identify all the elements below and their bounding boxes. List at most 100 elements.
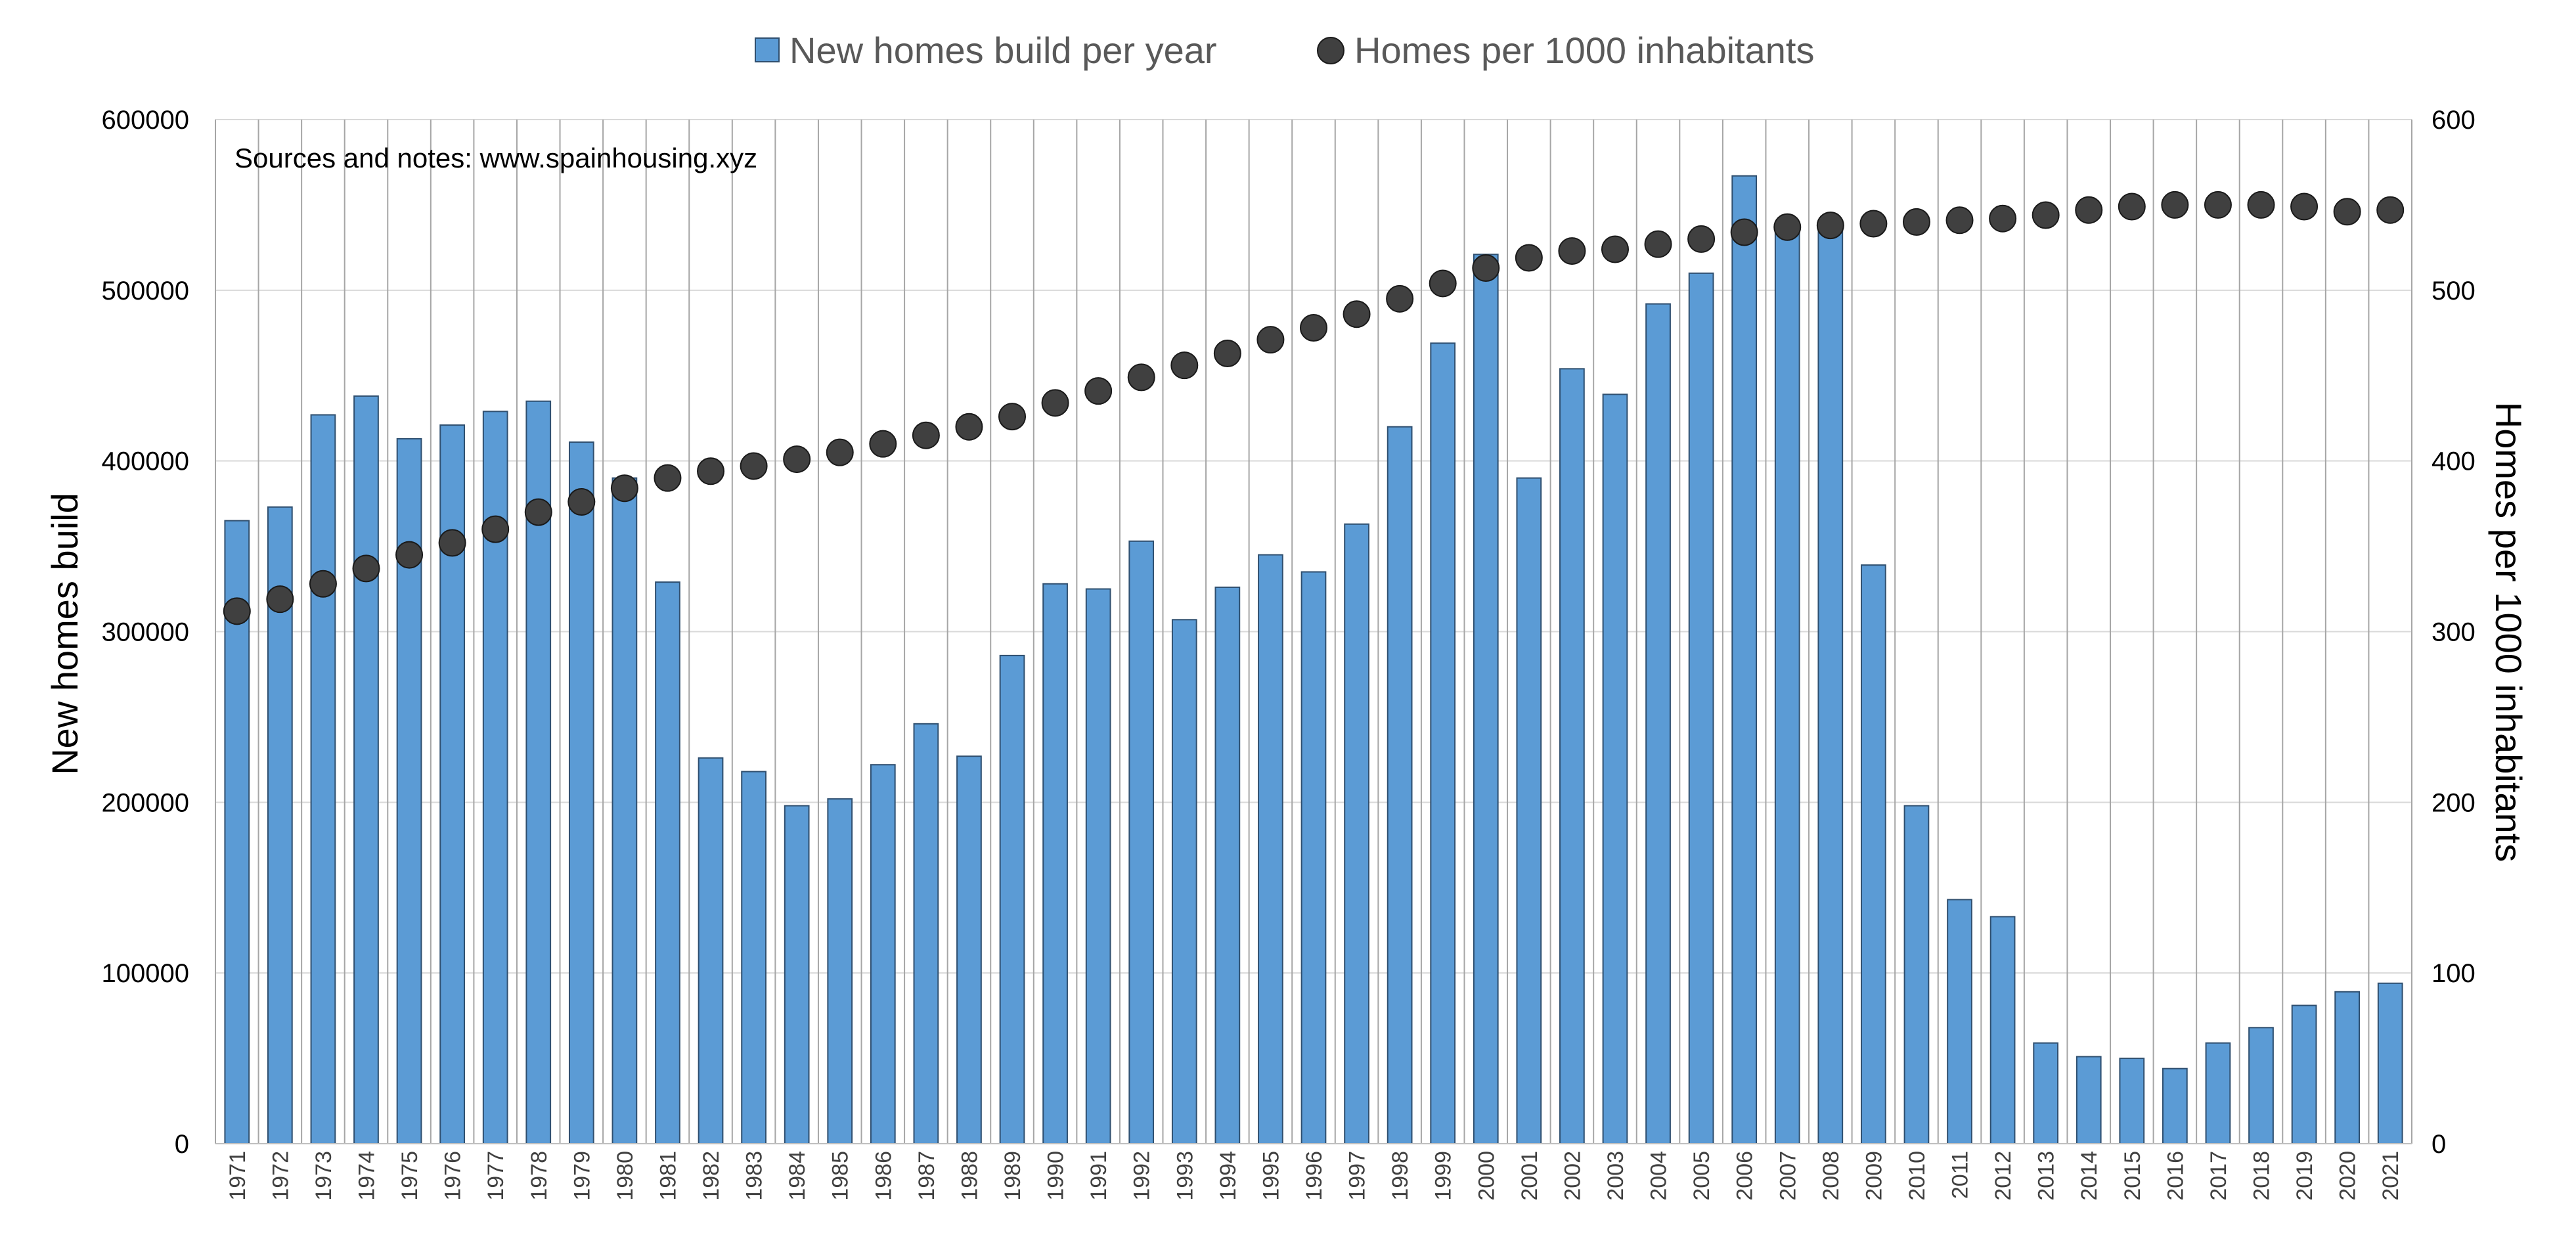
x-tick-label: 2001 xyxy=(1517,1151,1542,1201)
x-tick-label: 1994 xyxy=(1216,1151,1241,1201)
x-tick-label: 1972 xyxy=(268,1151,293,1201)
bar xyxy=(1344,523,1369,1144)
bar xyxy=(1300,571,1327,1144)
point xyxy=(1084,377,1113,405)
right-tick-label: 200 xyxy=(2432,788,2476,817)
bar xyxy=(2334,991,2361,1144)
x-tick-label: 2020 xyxy=(2336,1151,2361,1201)
x-tick-label: 1979 xyxy=(569,1151,594,1201)
dot-series xyxy=(223,191,2405,625)
bar xyxy=(827,798,853,1145)
bar xyxy=(267,506,293,1144)
point xyxy=(2075,196,2103,224)
bar xyxy=(2076,1056,2102,1144)
bar xyxy=(611,477,638,1144)
bar xyxy=(956,755,982,1144)
bar xyxy=(1258,554,1283,1144)
point xyxy=(1601,235,1629,263)
x-tick-label: 1983 xyxy=(742,1151,767,1201)
x-tick-label: 1984 xyxy=(785,1151,810,1201)
left-tick-label: 200000 xyxy=(102,788,189,817)
point xyxy=(1773,213,1802,241)
point xyxy=(2247,191,2275,219)
x-tick-label: 1987 xyxy=(914,1151,939,1201)
bar xyxy=(698,757,724,1144)
x-tick-label: 2002 xyxy=(1560,1151,1585,1201)
x-tick-label: 2019 xyxy=(2292,1151,2317,1201)
bar xyxy=(2248,1027,2274,1145)
bar xyxy=(741,771,766,1144)
point xyxy=(998,403,1027,431)
right-axis-ticks: 0 100 200 300 400 500 600 xyxy=(2432,106,2476,1159)
bar xyxy=(568,441,594,1145)
legend-swatch-bar xyxy=(755,37,780,62)
bar xyxy=(1042,583,1068,1144)
point xyxy=(955,413,983,441)
x-tick-label: 2005 xyxy=(1689,1151,1714,1201)
x-tick-label: 1993 xyxy=(1172,1151,1197,1201)
left-tick-label: 600000 xyxy=(102,106,189,135)
x-tick-label: 1989 xyxy=(1000,1151,1025,1201)
bar xyxy=(353,395,379,1144)
x-tick-label: 2016 xyxy=(2163,1151,2188,1201)
point xyxy=(395,541,424,569)
left-tick-label: 400000 xyxy=(102,447,189,476)
bar xyxy=(1387,426,1413,1145)
right-tick-label: 0 xyxy=(2432,1130,2446,1159)
point xyxy=(352,554,380,583)
x-tick-label: 1997 xyxy=(1345,1151,1370,1201)
left-tick-label: 0 xyxy=(175,1130,189,1159)
point xyxy=(1989,204,2017,233)
x-tick-label: 2015 xyxy=(2120,1151,2145,1201)
bar xyxy=(2205,1042,2231,1145)
x-tick-label: 1982 xyxy=(699,1151,724,1201)
bar xyxy=(1731,175,1758,1144)
x-tick-label: 1985 xyxy=(828,1151,853,1201)
bar xyxy=(1774,229,1800,1144)
x-tick-label: 2012 xyxy=(1991,1151,2016,1201)
right-tick-label: 100 xyxy=(2432,959,2476,988)
bar xyxy=(999,654,1025,1144)
left-axis-ticks: 0 100000 200000 300000 400000 500000 600000 xyxy=(102,106,189,1159)
right-tick-label: 300 xyxy=(2432,618,2476,647)
x-tick-label: 2009 xyxy=(1861,1151,1886,1201)
bar xyxy=(870,764,896,1145)
right-tick-label: 400 xyxy=(2432,447,2476,476)
right-axis-title: Homes per 1000 inhabitants xyxy=(2488,402,2529,862)
bar xyxy=(310,414,336,1144)
point xyxy=(654,464,682,492)
point xyxy=(1300,313,1327,342)
bar xyxy=(1214,586,1241,1144)
bar-series xyxy=(224,175,2403,1145)
bar xyxy=(1559,368,1585,1144)
left-tick-label: 500000 xyxy=(102,277,189,305)
bar xyxy=(913,723,939,1145)
x-tick-label: 2010 xyxy=(1905,1151,1930,1201)
bar xyxy=(1817,229,1844,1144)
x-tick-label: 2013 xyxy=(2034,1151,2059,1201)
x-tick-label: 2007 xyxy=(1775,1151,1800,1201)
x-tick-label: 1980 xyxy=(613,1151,638,1201)
x-tick-label: 1974 xyxy=(354,1151,379,1201)
point xyxy=(1902,208,1930,236)
bar xyxy=(1989,916,2016,1144)
point xyxy=(1816,212,1844,240)
x-tick-label: 1976 xyxy=(441,1151,466,1201)
bar xyxy=(2162,1067,2188,1145)
point xyxy=(2290,192,2319,221)
x-tick-label: 2018 xyxy=(2250,1151,2275,1201)
point xyxy=(2161,191,2189,219)
bar xyxy=(1903,805,1930,1144)
point xyxy=(869,430,897,458)
x-tick-label: 1988 xyxy=(957,1151,982,1201)
bar xyxy=(2033,1042,2059,1145)
x-tick-label: 2008 xyxy=(1819,1151,1844,1201)
point xyxy=(2032,201,2060,229)
x-tick-label: 1999 xyxy=(1431,1151,1456,1201)
x-tick-label: 1973 xyxy=(311,1151,336,1201)
bar xyxy=(784,805,810,1144)
point xyxy=(740,452,768,480)
point xyxy=(1041,389,1069,417)
bar xyxy=(2119,1058,2145,1145)
point xyxy=(1343,300,1371,328)
